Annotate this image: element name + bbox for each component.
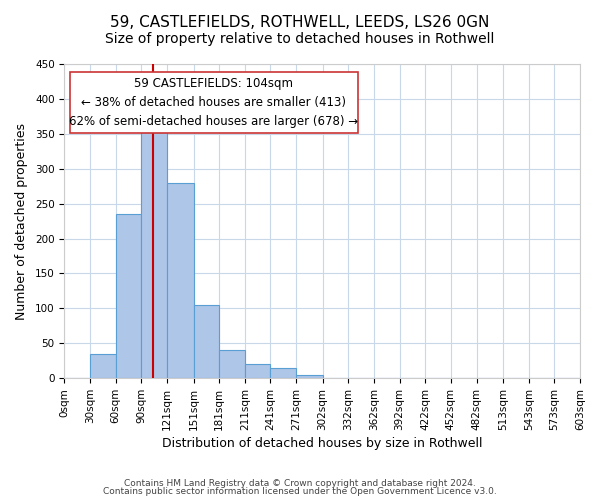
Y-axis label: Number of detached properties: Number of detached properties: [15, 122, 28, 320]
Bar: [194, 305, 219, 378]
Text: 59, CASTLEFIELDS, ROTHWELL, LEEDS, LS26 0GN: 59, CASTLEFIELDS, ROTHWELL, LEEDS, LS26 …: [110, 15, 490, 30]
Text: Contains public sector information licensed under the Open Government Licence v3: Contains public sector information licen…: [103, 487, 497, 496]
Text: Size of property relative to detached houses in Rothwell: Size of property relative to detached ho…: [106, 32, 494, 46]
Bar: [219, 350, 245, 378]
Bar: [90, 354, 116, 378]
Bar: [296, 374, 323, 378]
Bar: [245, 364, 271, 378]
Bar: [167, 182, 194, 378]
Text: Contains HM Land Registry data © Crown copyright and database right 2024.: Contains HM Land Registry data © Crown c…: [124, 478, 476, 488]
Bar: [142, 124, 167, 378]
X-axis label: Distribution of detached houses by size in Rothwell: Distribution of detached houses by size …: [162, 437, 482, 450]
FancyBboxPatch shape: [70, 72, 358, 133]
Bar: [116, 214, 142, 378]
Text: 59 CASTLEFIELDS: 104sqm
← 38% of detached houses are smaller (413)
62% of semi-d: 59 CASTLEFIELDS: 104sqm ← 38% of detache…: [70, 77, 358, 128]
Bar: [271, 368, 296, 378]
